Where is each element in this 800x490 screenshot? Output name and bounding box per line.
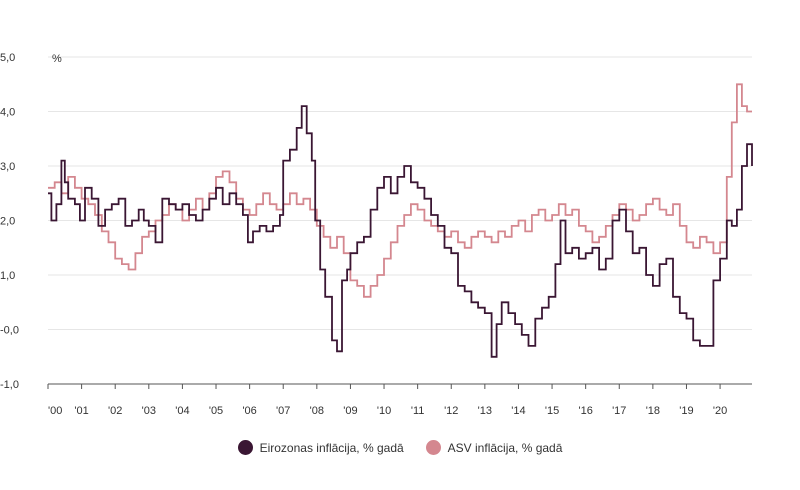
y-axis-unit-label: %: [52, 53, 62, 65]
inflation-line-chart: -1,0-0,01,02,03,04,05,0 % '00'01'02'03'0…: [0, 52, 753, 417]
y-tick-label: 2,0: [0, 216, 15, 228]
legend-item-usa[interactable]: ASV inflācija, % gadā: [425, 440, 563, 455]
x-tick-label: '07: [276, 405, 290, 417]
x-tick-label: '00: [48, 405, 62, 417]
x-tick-label: '08: [310, 405, 324, 417]
y-tick-label: 1,0: [0, 270, 15, 282]
x-tick-label: '05: [209, 405, 223, 417]
grid-lines: [48, 56, 752, 385]
x-tick-label: '04: [175, 405, 189, 417]
legend-label-usa: ASV inflācija, % gadā: [447, 440, 563, 455]
x-tick-label: '15: [545, 405, 559, 417]
x-tick-label: '09: [343, 405, 357, 417]
legend-label-eurozone: Eirozonas inflācija, % gadā: [259, 440, 404, 455]
legend-item-eurozone[interactable]: Eirozonas inflācija, % gadā: [237, 440, 404, 455]
y-axis: -1,0 -0,0 1,0 2,0 3,0 4,0 5,0: [0, 52, 19, 391]
series-line-usa: [48, 83, 752, 298]
x-tick-label: '11: [411, 405, 425, 417]
x-tick-label: '20: [713, 405, 727, 417]
x-tick-label: '16: [578, 405, 592, 417]
x-tick-label: '02: [108, 405, 122, 417]
x-tick-label: '18: [646, 405, 660, 417]
x-tick-label: '06: [242, 405, 256, 417]
legend-swatch-usa: [425, 440, 441, 455]
x-tick-label: '14: [511, 405, 525, 417]
y-tick-label: -1,0: [0, 379, 19, 391]
x-tick-label: '19: [679, 405, 693, 417]
x-tick-label: '12: [444, 405, 458, 417]
x-tick-label: '01: [74, 405, 88, 417]
x-axis: '00 '01 '02 '03 '04 '05 '06 '07 '08 '09 '10 '11 '12 '…: [47, 384, 727, 417]
series-line-eurozone: [48, 105, 753, 358]
x-tick-label: '10: [377, 405, 391, 417]
y-tick-label: 5,0: [0, 52, 15, 64]
y-tick-label: 4,0: [0, 107, 15, 119]
series-lines: [48, 83, 753, 358]
x-tick-label: '17: [612, 405, 626, 417]
y-tick-label: 3,0: [0, 161, 15, 173]
x-tick-label: '03: [142, 405, 156, 417]
x-tick-label: '13: [478, 405, 492, 417]
legend-swatch-eurozone: [237, 440, 253, 455]
y-tick-label: -0,0: [0, 325, 19, 337]
legend: Eirozonas inflācija, % gadā ASV inflācij…: [0, 440, 800, 455]
